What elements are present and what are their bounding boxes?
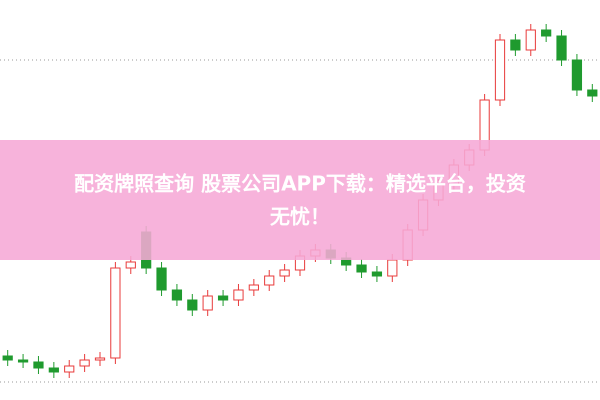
- candle-body: [541, 29, 552, 37]
- candle-body: [94, 357, 106, 361]
- candle-body: [494, 39, 506, 101]
- banner-text: 配资牌照查询 股票公司APP下载：精选平台，投资: [74, 172, 526, 196]
- candle-body: [171, 289, 183, 301]
- candle-body: [587, 89, 598, 97]
- candle-body: [156, 267, 167, 291]
- candle-body: [217, 295, 229, 301]
- candle-body: [356, 264, 367, 273]
- candle-body: [279, 269, 290, 277]
- candle-body: [233, 289, 244, 301]
- banner: [0, 140, 600, 260]
- candle-body: [556, 35, 567, 61]
- candle-body: [510, 39, 521, 51]
- candle-body: [202, 295, 213, 311]
- candle-body: [110, 267, 121, 359]
- candle-body: [387, 259, 398, 277]
- candle-body: [371, 271, 383, 277]
- candle-body: [79, 359, 90, 367]
- candle-body: [571, 59, 583, 91]
- candle-body: [33, 361, 44, 369]
- candle-body: [264, 275, 275, 286]
- candle-body: [2, 355, 13, 361]
- candle-body: [48, 367, 59, 373]
- candle-body: [64, 365, 75, 373]
- candle-body: [17, 359, 29, 363]
- candle-body: [248, 284, 259, 291]
- banner-text: 无忧！: [270, 205, 330, 229]
- candle-body: [187, 299, 198, 311]
- candle-body: [525, 29, 536, 51]
- candle-body: [125, 261, 136, 269]
